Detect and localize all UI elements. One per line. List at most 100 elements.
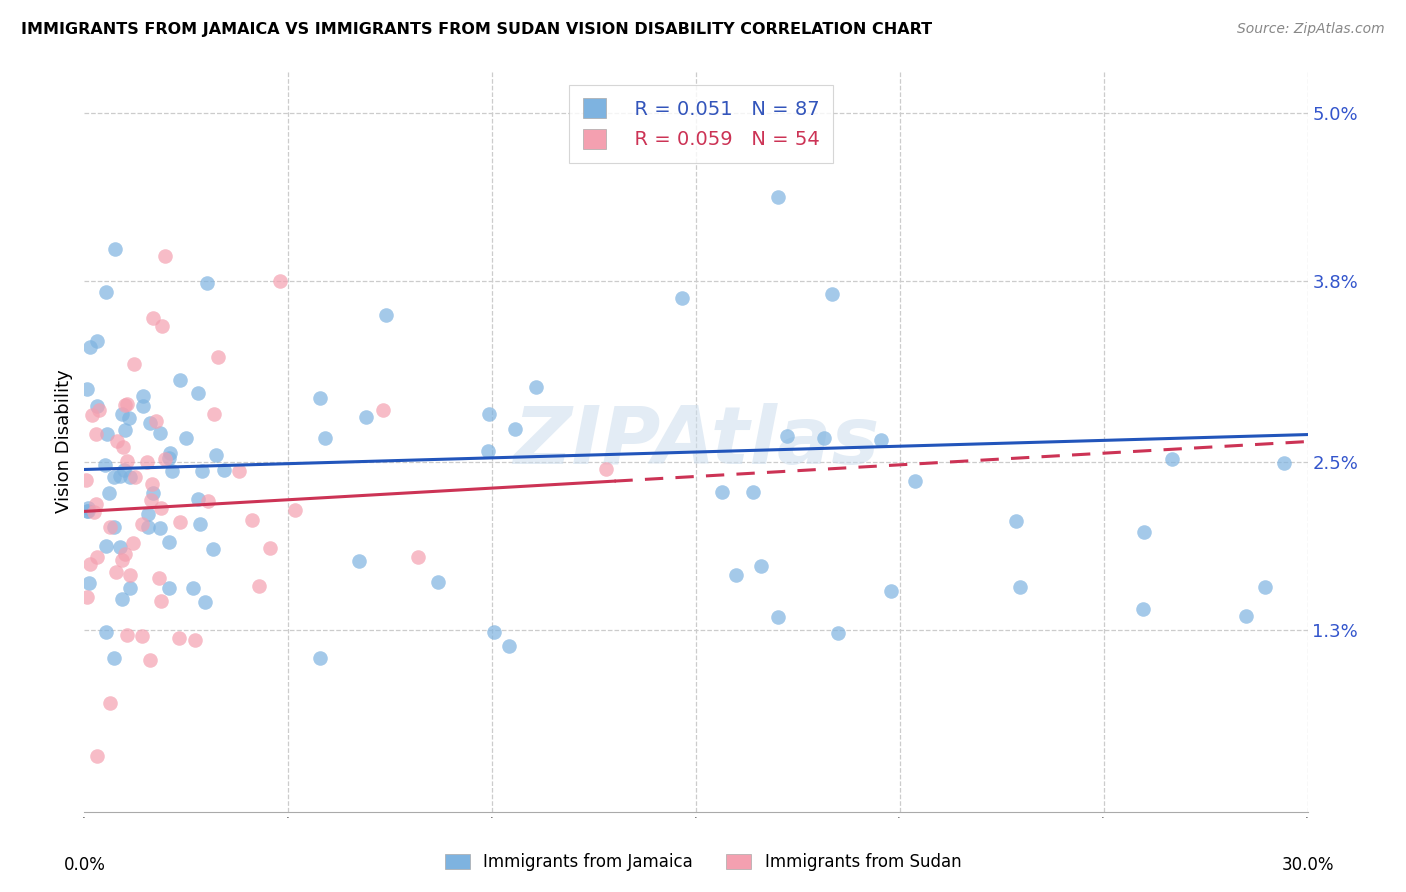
Point bbox=[827, 626, 849, 640]
Point bbox=[157, 451, 180, 466]
Point bbox=[159, 446, 181, 460]
Point bbox=[131, 629, 153, 643]
Point bbox=[118, 410, 141, 425]
Point bbox=[104, 565, 127, 579]
Point bbox=[111, 553, 134, 567]
Point bbox=[821, 286, 844, 301]
Point bbox=[76, 504, 98, 518]
Point bbox=[114, 547, 136, 561]
Point bbox=[150, 501, 173, 516]
Point bbox=[84, 497, 107, 511]
Point bbox=[86, 550, 108, 565]
Point bbox=[202, 408, 225, 422]
Text: 30.0%: 30.0% bbox=[1281, 856, 1334, 874]
Point bbox=[115, 454, 138, 468]
Point bbox=[284, 502, 307, 516]
Point bbox=[131, 517, 153, 532]
Point bbox=[114, 463, 136, 477]
Point bbox=[240, 513, 263, 527]
Point bbox=[76, 504, 98, 518]
Point bbox=[183, 632, 205, 647]
Point bbox=[76, 590, 98, 604]
Point bbox=[157, 582, 180, 596]
Point bbox=[1133, 525, 1156, 540]
Point bbox=[82, 408, 104, 422]
Point bbox=[141, 477, 163, 491]
Point bbox=[157, 535, 180, 549]
Text: 0.0%: 0.0% bbox=[63, 856, 105, 874]
Point bbox=[96, 427, 118, 442]
Point bbox=[96, 624, 118, 639]
Point bbox=[477, 443, 499, 458]
Point bbox=[149, 520, 172, 534]
Point bbox=[136, 520, 159, 534]
Point bbox=[122, 535, 145, 549]
Point bbox=[118, 470, 141, 484]
Point bbox=[98, 486, 121, 500]
Point bbox=[228, 465, 250, 479]
Point bbox=[766, 190, 789, 204]
Text: IMMIGRANTS FROM JAMAICA VS IMMIGRANTS FROM SUDAN VISION DISABILITY CORRELATION C: IMMIGRANTS FROM JAMAICA VS IMMIGRANTS FR… bbox=[21, 22, 932, 37]
Point bbox=[87, 403, 110, 417]
Point bbox=[83, 505, 105, 519]
Point bbox=[1272, 456, 1295, 470]
Point bbox=[153, 451, 176, 466]
Point bbox=[112, 440, 135, 454]
Point bbox=[160, 464, 183, 478]
Point bbox=[1236, 609, 1258, 624]
Point bbox=[111, 407, 134, 421]
Point bbox=[98, 520, 121, 534]
Point bbox=[105, 434, 128, 449]
Legend: Immigrants from Jamaica, Immigrants from Sudan: Immigrants from Jamaica, Immigrants from… bbox=[436, 845, 970, 880]
Point bbox=[176, 431, 198, 445]
Point bbox=[427, 575, 450, 590]
Point bbox=[111, 592, 134, 607]
Point bbox=[869, 433, 891, 447]
Y-axis label: Vision Disability: Vision Disability bbox=[55, 369, 73, 514]
Point bbox=[711, 485, 734, 500]
Point bbox=[1010, 580, 1032, 594]
Point bbox=[595, 462, 617, 476]
Point bbox=[181, 581, 204, 595]
Point bbox=[148, 571, 170, 585]
Point bbox=[904, 475, 927, 489]
Point bbox=[484, 624, 506, 639]
Point bbox=[197, 494, 219, 508]
Point bbox=[76, 501, 98, 516]
Point bbox=[375, 308, 398, 322]
Point bbox=[98, 696, 121, 710]
Point bbox=[749, 559, 772, 574]
Legend:   R = 0.051   N = 87,   R = 0.059   N = 54: R = 0.051 N = 87, R = 0.059 N = 54 bbox=[569, 85, 832, 162]
Point bbox=[139, 653, 162, 667]
Point bbox=[150, 318, 173, 333]
Point bbox=[118, 567, 141, 582]
Point bbox=[132, 399, 155, 413]
Point bbox=[114, 397, 136, 411]
Point bbox=[187, 491, 209, 506]
Point bbox=[108, 468, 131, 483]
Point bbox=[194, 595, 217, 609]
Point bbox=[169, 516, 191, 530]
Point bbox=[86, 334, 108, 348]
Point bbox=[117, 628, 139, 642]
Point bbox=[169, 373, 191, 387]
Point bbox=[503, 422, 526, 436]
Point bbox=[776, 429, 799, 443]
Point bbox=[124, 470, 146, 484]
Point bbox=[259, 541, 281, 555]
Point bbox=[84, 426, 107, 441]
Point bbox=[1254, 580, 1277, 594]
Point bbox=[86, 748, 108, 763]
Point bbox=[741, 484, 763, 499]
Point bbox=[76, 382, 98, 396]
Point bbox=[155, 249, 177, 263]
Point bbox=[86, 399, 108, 413]
Point bbox=[1005, 514, 1028, 528]
Point bbox=[205, 448, 228, 462]
Point bbox=[309, 391, 332, 405]
Point bbox=[1132, 602, 1154, 616]
Point bbox=[671, 291, 693, 305]
Point bbox=[406, 549, 429, 564]
Point bbox=[135, 455, 157, 469]
Point bbox=[191, 464, 214, 478]
